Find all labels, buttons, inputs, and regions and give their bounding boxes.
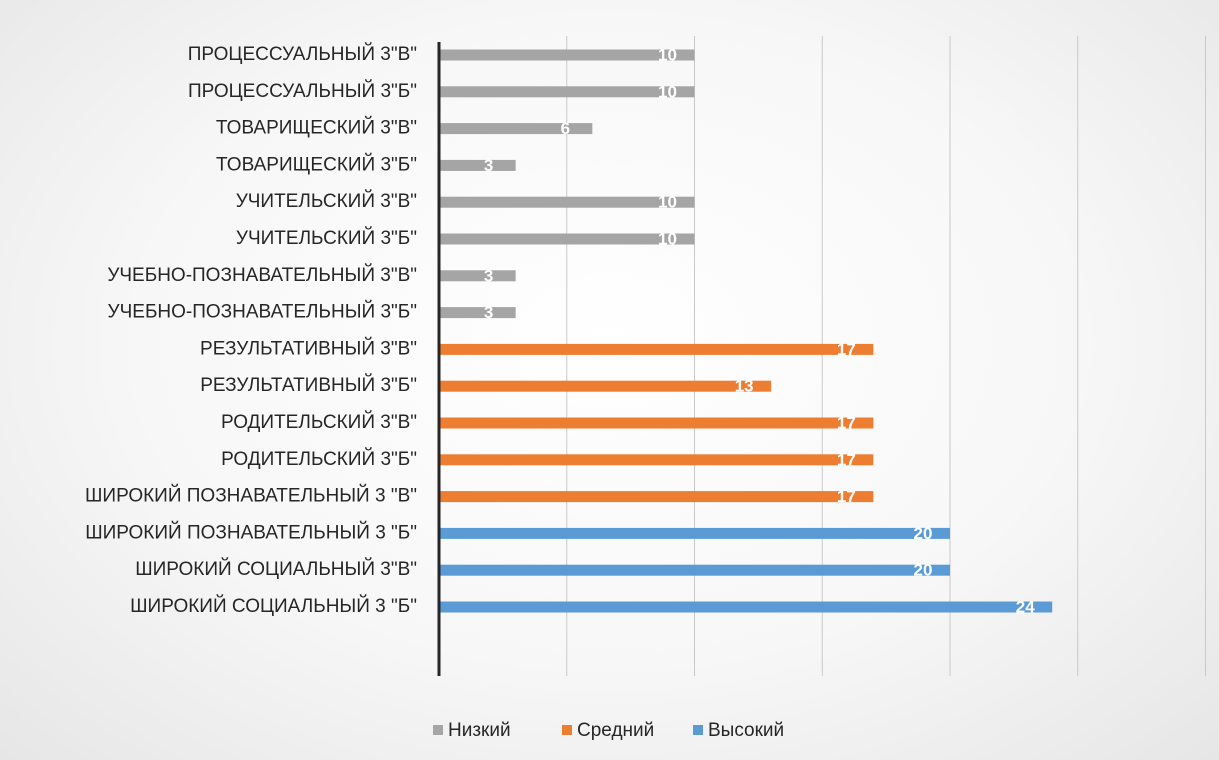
- legend-label: Высокий: [708, 720, 784, 741]
- legend: Низкий Средний Высокий: [433, 720, 784, 741]
- category-labels: ПРОЦЕССУАЛЬНЫЙ 3"В" ПРОЦЕССУАЛЬНЫЙ 3"Б" ТО…: [85, 43, 417, 617]
- category-label: ШИРОКИЙ СОЦИАЛЬНЫЙ 3 "Б": [130, 595, 417, 617]
- bar: [439, 159, 516, 171]
- bar: [439, 454, 874, 466]
- bar: [439, 601, 1053, 613]
- data-label: 17: [837, 450, 856, 469]
- gridlines: [566, 36, 1206, 676]
- category-label: ТОВАРИЩЕСКИЙ 3"Б": [216, 153, 417, 175]
- bar: [439, 123, 593, 135]
- data-label: 10: [658, 193, 677, 212]
- data-label: 3: [484, 156, 493, 175]
- data-label: 13: [735, 377, 754, 396]
- category-label: ШИРОКИЙ СОЦИАЛЬНЫЙ 3"В": [135, 558, 417, 580]
- data-label: 17: [837, 340, 856, 359]
- data-label: 17: [837, 487, 856, 506]
- category-label: УЧИТЕЛЬСКИЙ 3"Б": [236, 227, 417, 249]
- legend-label: Средний: [577, 720, 654, 741]
- data-label: 10: [658, 45, 677, 64]
- bar: [439, 233, 695, 245]
- data-label: 24: [1016, 597, 1035, 616]
- data-label: 6: [561, 119, 570, 138]
- data-labels: 10 10 6 3 10 10 3 3 17 13 17 17 17 20 20 24: [484, 45, 1035, 616]
- legend-swatch: [693, 725, 703, 735]
- bar: [439, 527, 950, 539]
- category-label: УЧЕБНО-ПОЗНАВАТЕЛЬНЫЙ 3"Б": [108, 301, 417, 323]
- data-label: 3: [484, 303, 493, 322]
- data-label: 10: [658, 229, 677, 248]
- category-label: РЕЗУЛЬТАТИВНЫЙ 3"В": [200, 337, 417, 359]
- category-label: ШИРОКИЙ ПОЗНАВАТЕЛЬНЫЙ 3 "В": [85, 485, 417, 507]
- category-label: ПРОЦЕССУАЛЬНЫЙ 3"Б": [188, 80, 417, 102]
- category-label: ТОВАРИЩЕСКИЙ 3"В": [216, 117, 417, 139]
- legend-label: Низкий: [448, 720, 511, 741]
- category-label: УЧЕБНО-ПОЗНАВАТЕЛЬНЫЙ 3"В": [107, 264, 417, 286]
- bar: [439, 49, 695, 61]
- category-label: РЕЗУЛЬТАТИВНЫЙ 3"Б": [200, 374, 417, 396]
- category-label: РОДИТЕЛЬСКИЙ 3"Б": [221, 448, 417, 470]
- legend-swatch: [562, 725, 572, 735]
- category-label: ПРОЦЕССУАЛЬНЫЙ 3"В": [188, 43, 417, 65]
- bar: [439, 343, 874, 355]
- bar: [439, 270, 516, 282]
- bar: [439, 86, 695, 98]
- bar: [439, 491, 874, 503]
- bar: [439, 380, 772, 392]
- bar: [439, 307, 516, 319]
- data-label: 3: [484, 266, 493, 285]
- data-label: 17: [837, 413, 856, 432]
- data-label: 20: [914, 524, 933, 543]
- category-label: УЧИТЕЛЬСКИЙ 3"В": [236, 190, 417, 212]
- category-label: РОДИТЕЛЬСКИЙ 3"В": [221, 411, 417, 433]
- bar: [439, 196, 695, 208]
- category-label: ШИРОКИЙ ПОЗНАВАТЕЛЬНЫЙ 3 "Б": [85, 521, 417, 543]
- bar: [439, 564, 950, 576]
- legend-swatch: [433, 725, 443, 735]
- bars: [439, 49, 1053, 613]
- data-label: 10: [658, 82, 677, 101]
- data-label: 20: [914, 561, 933, 580]
- bar: [439, 417, 874, 429]
